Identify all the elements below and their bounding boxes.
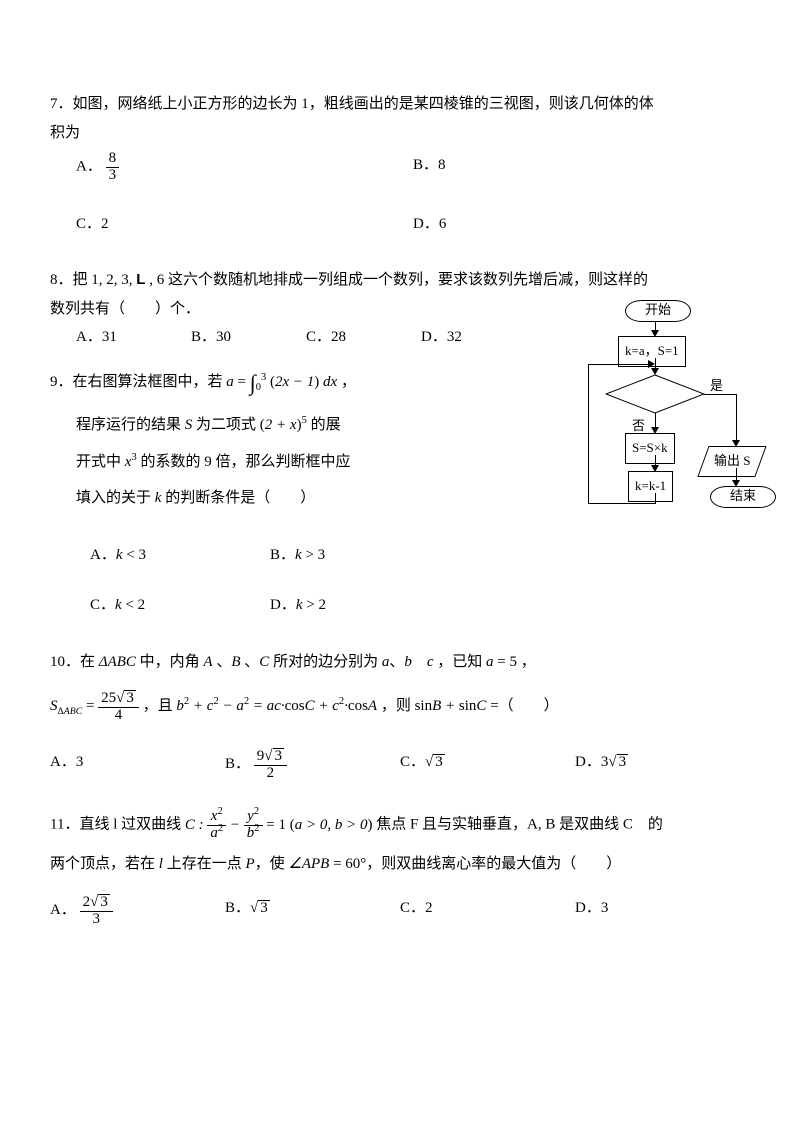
q9-option-d: D．k > 2 [270, 591, 450, 620]
q10-optD-coef: 3 [601, 754, 609, 770]
q7-options-row2: C．2 D．6 [50, 210, 750, 239]
q9-line1: 9．在右图算法框图中，若 a = ∫03 (2x − 1) dx ， [50, 362, 450, 404]
q7-optA-frac: 8 3 [106, 151, 120, 184]
q9-option-b: B．k > 3 [270, 541, 450, 570]
q9-l3a: 开式中 [76, 454, 125, 470]
q7-optA-den: 3 [106, 168, 120, 184]
q10-frac-num: 253 [98, 690, 139, 708]
q11-optA-pre: A． [50, 902, 76, 918]
q7-options-row1: A． 8 3 B．8 [50, 151, 750, 184]
q10-optB-frac: 93 2 [254, 748, 287, 782]
q10-option-a: A．3 [50, 748, 225, 782]
q10-optD-rad: 3 [617, 754, 629, 770]
q9-l2b: 为二项式 [192, 417, 260, 433]
q8-text-line1: 8．把 1, 2, 3, L , 6 这六个数随机地排成一列组成一个数列，要求该… [50, 266, 750, 295]
q8-option-d: D．32 [421, 323, 536, 352]
q10-line1: 10．在 ΔABC 中，内角 A 、B 、C 所对的边分别为 a、b c ，已知… [50, 648, 750, 677]
q9-integral: a = ∫03 (2x − 1) dx [226, 374, 337, 390]
question-7: 7．如图，网络纸上小正方形的边长为 1，粗线画出的是某四棱锥的三视图，则该几何体… [50, 90, 750, 238]
q10-line2: SΔABC = 253 4 ，且 b2 + c2 − a2 = ac·cosC … [50, 690, 750, 724]
q10-optC-pre: C． [400, 754, 425, 770]
q8-option-c: C．28 [306, 323, 421, 352]
q10-optD-pre: D． [575, 754, 601, 770]
q7-optA-num: 8 [106, 151, 120, 168]
q9-l2a: 程序运行的结果 [76, 417, 185, 433]
q10-optC-rad: 3 [433, 754, 445, 770]
q11-optA-num: 23 [80, 894, 113, 912]
q11-optB-rad: 3 [258, 900, 270, 916]
q10-optB-pre: B． [225, 756, 250, 772]
q8-q9-wrapper: 开始 k=a，S=1 是 否 S=S×k k=k-1 输出 S [50, 266, 750, 620]
q10-optB-den: 2 [254, 766, 287, 782]
q7-text-line2: 积为 [50, 119, 750, 148]
q10-option-d: D．33 [575, 748, 750, 782]
q10-optD-sqrt: 3 [608, 748, 628, 777]
q9-l2c: 的展 [307, 417, 341, 433]
q10-cond: ，且 b2 + c2 − a2 = ac·cosC + c2·cosA ，则 s… [143, 698, 559, 714]
q9-l4: 填入的关于 k 的判断条件是（ ） [76, 490, 315, 506]
q11-line2: 两个顶点，若在 l 上存在一点 P，使 ∠APB = 60°，则双曲线离心率的最… [50, 850, 750, 879]
q10-option-c: C． 3 [400, 748, 575, 782]
q9-options-row1: A．k < 3 B．k > 3 [50, 541, 450, 570]
q7-text-line1: 7．如图，网络纸上小正方形的边长为 1，粗线画出的是某四棱锥的三视图，则该几何体… [50, 90, 750, 119]
q11-optB-sqrt: 3 [250, 894, 270, 923]
q11-l1b: 焦点 F 且与实轴垂直，A, B 是双曲线 C 的 [376, 817, 663, 833]
q8-text-b: , 6 这六个数随机地排成一列组成一个数列，要求该数列先增后减，则这样的 [145, 272, 648, 288]
q7-optA-label: A． [76, 159, 102, 175]
q8-text-a: 8．把 1, 2, 3, [50, 272, 136, 288]
q10-optC-sqrt: 3 [425, 748, 445, 777]
question-10: 10．在 ΔABC 中，内角 A 、B 、C 所对的边分别为 a、b c ，已知… [50, 648, 750, 782]
q8-text-line2: 数列共有（ ）个． [50, 295, 750, 324]
q10-options: A．3 B． 93 2 C．3 D．33 [50, 748, 750, 782]
q9-l1b: ， [341, 374, 356, 390]
q11-l1a: 11．直线 l 过双曲线 [50, 817, 185, 833]
q9-line4: 填入的关于 k 的判断条件是（ ） [50, 484, 450, 513]
q10-frac: 253 4 [98, 690, 139, 724]
q7-option-d: D．6 [413, 210, 750, 239]
q9-l1a: 9．在右图算法框图中，若 [50, 374, 226, 390]
q11-option-c: C．2 [400, 894, 575, 928]
q10-frac-den: 4 [98, 708, 139, 724]
q7-option-b: B．8 [413, 151, 750, 184]
q11-optB-pre: B． [225, 900, 250, 916]
q9-x3: x3 [125, 454, 137, 470]
q9-line3: 开式中 x3 的系数的 9 倍，那么判断框中应 [50, 448, 450, 477]
q9-option-c: C．k < 2 [90, 591, 270, 620]
q10-option-b: B． 93 2 [225, 748, 400, 782]
q9-l3b: 的系数的 9 倍，那么判断框中应 [137, 454, 351, 470]
q11-option-d: D．3 [575, 894, 750, 928]
q11-hyper: C : x2a2 − y2b2 = 1 (a > 0, b > 0) [185, 817, 376, 833]
question-11: 11．直线 l 过双曲线 C : x2a2 − y2b2 = 1 (a > 0,… [50, 809, 750, 928]
q8-option-a: A．31 [76, 323, 191, 352]
q9-binom: (2 + x)5 [260, 417, 307, 433]
q8-option-b: B．30 [191, 323, 306, 352]
q11-optA-den: 3 [80, 912, 113, 928]
q9-options-row2: C．k < 2 D．k > 2 [50, 591, 450, 620]
q11-optA-frac: 23 3 [80, 894, 113, 928]
question-8: 8．把 1, 2, 3, L , 6 这六个数随机地排成一列组成一个数列，要求该… [50, 266, 750, 352]
q8-options: A．31 B．30 C．28 D．32 [50, 323, 536, 352]
q9-body: 9．在右图算法框图中，若 a = ∫03 (2x − 1) dx ， 程序运行的… [50, 362, 450, 513]
q9-line2: 程序运行的结果 S 为二项式 (2 + x)5 的展 [50, 411, 450, 440]
eq-sign: = [86, 698, 98, 714]
question-9: 9．在右图算法框图中，若 a = ∫03 (2x − 1) dx ， 程序运行的… [50, 362, 750, 620]
q9-option-a: A．k < 3 [90, 541, 270, 570]
q11-option-a: A． 23 3 [50, 894, 225, 928]
q10-sabc: SΔABC [50, 698, 82, 714]
q7-option-c: C．2 [76, 210, 413, 239]
q7-option-a: A． 8 3 [76, 151, 413, 184]
q11-option-b: B． 3 [225, 894, 400, 928]
q11-line1: 11．直线 l 过双曲线 C : x2a2 − y2b2 = 1 (a > 0,… [50, 809, 750, 842]
q10-optB-num: 93 [254, 748, 287, 766]
q11-options: A． 23 3 B． 3 C．2 D．3 [50, 894, 750, 928]
